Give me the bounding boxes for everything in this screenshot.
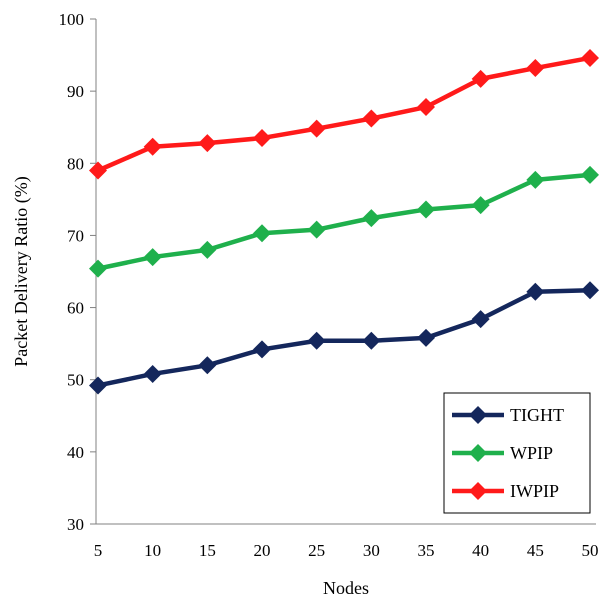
data-point bbox=[417, 98, 435, 117]
data-point bbox=[471, 310, 490, 329]
y-tick-label: 60 bbox=[67, 299, 84, 318]
data-point bbox=[307, 331, 326, 350]
y-axis-label: Packet Delivery Ratio (%) bbox=[11, 176, 32, 366]
data-point bbox=[307, 220, 326, 239]
data-point bbox=[417, 200, 435, 219]
data-point bbox=[143, 248, 162, 267]
series-layer bbox=[89, 48, 599, 395]
data-point bbox=[253, 340, 271, 359]
series-wpip bbox=[89, 165, 599, 278]
data-point bbox=[198, 134, 217, 153]
legend-item: TIGHT bbox=[452, 405, 564, 425]
data-point bbox=[526, 59, 545, 78]
x-tick-label: 50 bbox=[582, 541, 599, 560]
data-point bbox=[471, 196, 490, 215]
data-point bbox=[143, 364, 162, 383]
y-tick-label: 100 bbox=[59, 10, 85, 29]
data-point bbox=[581, 165, 599, 184]
y-tick-label: 30 bbox=[67, 515, 84, 534]
series-line bbox=[97, 55, 591, 173]
legend-marker bbox=[469, 444, 487, 462]
x-tick-label: 10 bbox=[144, 541, 161, 560]
data-point bbox=[417, 328, 435, 347]
y-axis: 30 40 50 60 70 80 90 100 bbox=[59, 10, 96, 534]
data-point bbox=[362, 331, 381, 350]
x-axis: 5 10 15 20 25 30 35 40 45 50 bbox=[94, 541, 599, 560]
series-tight bbox=[89, 281, 599, 395]
legend-item: IWPIP bbox=[452, 481, 559, 501]
x-tick-label: 15 bbox=[199, 541, 216, 560]
data-point bbox=[89, 259, 107, 278]
y-tick-label: 50 bbox=[67, 371, 84, 390]
x-tick-label: 25 bbox=[308, 541, 325, 560]
series-line bbox=[97, 288, 591, 388]
data-point bbox=[362, 209, 381, 228]
data-point bbox=[362, 109, 381, 128]
legend: TIGHT WPIP IWPIP bbox=[443, 392, 591, 514]
data-point bbox=[143, 137, 162, 156]
y-tick-label: 90 bbox=[67, 82, 84, 101]
legend-marker bbox=[469, 406, 487, 424]
data-point bbox=[307, 119, 326, 138]
data-point bbox=[253, 129, 271, 148]
data-point bbox=[526, 170, 545, 189]
y-tick-label: 40 bbox=[67, 443, 84, 462]
legend-label: WPIP bbox=[510, 443, 553, 463]
data-point bbox=[471, 69, 490, 88]
data-point bbox=[89, 161, 107, 180]
data-point bbox=[198, 240, 217, 259]
x-tick-label: 30 bbox=[363, 541, 380, 560]
legend-marker bbox=[469, 482, 487, 500]
data-point bbox=[581, 48, 599, 67]
data-point bbox=[526, 282, 545, 301]
x-tick-label: 35 bbox=[418, 541, 435, 560]
x-tick-label: 45 bbox=[527, 541, 544, 560]
x-tick-label: 20 bbox=[254, 541, 271, 560]
y-tick-label: 80 bbox=[67, 154, 84, 173]
y-tick-label: 70 bbox=[67, 226, 84, 245]
data-point bbox=[89, 376, 107, 395]
legend-label: TIGHT bbox=[510, 405, 564, 425]
data-point bbox=[581, 281, 599, 300]
x-tick-label: 40 bbox=[472, 541, 489, 560]
series-iwpip bbox=[89, 48, 599, 180]
x-axis-label: Nodes bbox=[323, 578, 369, 598]
legend-item: WPIP bbox=[452, 443, 553, 463]
legend-label: IWPIP bbox=[510, 481, 559, 501]
data-point bbox=[253, 224, 271, 243]
x-tick-label: 5 bbox=[94, 541, 103, 560]
data-point bbox=[198, 356, 217, 375]
series-line bbox=[97, 172, 591, 271]
